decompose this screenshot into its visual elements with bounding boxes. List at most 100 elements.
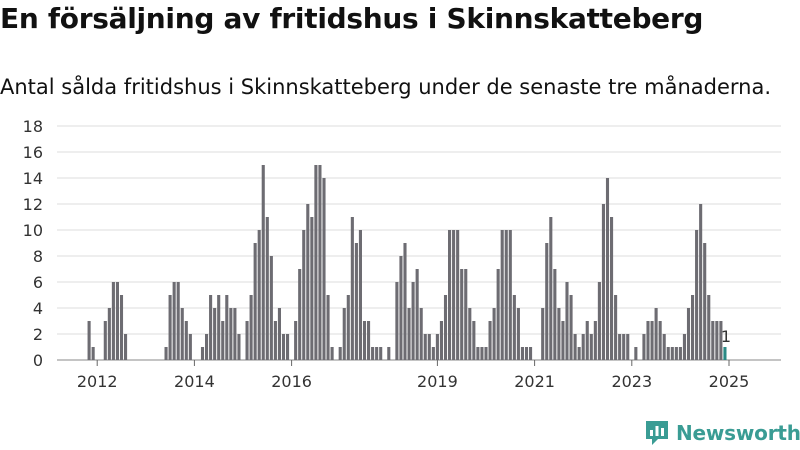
brand-name: Newsworthy bbox=[676, 421, 800, 445]
bar bbox=[601, 204, 605, 360]
bar bbox=[581, 334, 585, 360]
bar bbox=[326, 295, 330, 360]
bar bbox=[318, 165, 322, 360]
bar bbox=[585, 321, 589, 360]
bar bbox=[678, 347, 682, 360]
bar bbox=[448, 230, 452, 360]
bar bbox=[269, 256, 273, 360]
bar bbox=[488, 321, 492, 360]
bar bbox=[302, 230, 306, 360]
bar bbox=[622, 334, 626, 360]
bar bbox=[91, 347, 95, 360]
bar bbox=[322, 178, 326, 360]
newsworthy-logo: Newsworthy bbox=[644, 419, 800, 447]
bar bbox=[464, 269, 468, 360]
bar bbox=[443, 295, 448, 360]
bar bbox=[577, 347, 581, 360]
bar bbox=[310, 217, 314, 360]
bar bbox=[695, 230, 699, 360]
bar bbox=[541, 308, 545, 360]
bar bbox=[682, 334, 686, 360]
bar bbox=[180, 308, 184, 360]
bar bbox=[176, 282, 180, 360]
bar bbox=[439, 321, 443, 360]
bar bbox=[172, 282, 176, 360]
bar bbox=[711, 321, 715, 360]
bar bbox=[168, 295, 172, 360]
newsworthy-logo-icon bbox=[646, 421, 668, 445]
bar bbox=[103, 321, 107, 360]
bar bbox=[456, 230, 460, 360]
y-tick-label: 2 bbox=[33, 325, 43, 344]
bar bbox=[504, 230, 508, 360]
bar bbox=[642, 334, 646, 360]
bar bbox=[257, 230, 261, 360]
bar bbox=[188, 334, 192, 360]
y-tick-label: 10 bbox=[23, 221, 43, 240]
bar bbox=[427, 334, 431, 360]
bar bbox=[496, 269, 500, 360]
bar bbox=[674, 347, 678, 360]
bar bbox=[557, 308, 561, 360]
bar bbox=[516, 308, 520, 360]
bar bbox=[646, 321, 650, 360]
bar bbox=[233, 308, 237, 360]
bar bbox=[435, 334, 439, 360]
bar bbox=[87, 321, 91, 360]
bar bbox=[164, 347, 168, 360]
bar bbox=[512, 295, 516, 360]
bar bbox=[403, 243, 407, 360]
bar bbox=[593, 321, 597, 360]
bar bbox=[699, 204, 703, 360]
bar bbox=[480, 347, 484, 360]
bar bbox=[225, 295, 229, 360]
bar bbox=[561, 321, 565, 360]
bar bbox=[650, 321, 654, 360]
bar bbox=[253, 243, 257, 360]
bar bbox=[484, 347, 488, 360]
bar bbox=[545, 243, 549, 360]
bar bbox=[245, 321, 249, 360]
bar bbox=[387, 347, 391, 360]
bar bbox=[569, 295, 573, 360]
bar bbox=[634, 347, 638, 360]
bar-chart: 0 2 4 6 8 10 12 14 16 18 1 2012 2014 2016 2019 2021 2023… bbox=[23, 117, 781, 391]
chart-subtitle: Antal sålda fritidshus i Skinnskatteberg… bbox=[0, 75, 771, 99]
bar bbox=[294, 321, 298, 360]
bar bbox=[553, 269, 557, 360]
bar bbox=[460, 269, 464, 360]
bar bbox=[565, 282, 569, 360]
bar bbox=[715, 321, 719, 360]
bar bbox=[371, 347, 375, 360]
bar bbox=[719, 321, 723, 360]
bar bbox=[115, 282, 119, 360]
bar bbox=[111, 282, 115, 360]
bar bbox=[338, 347, 342, 360]
y-tick-label: 14 bbox=[23, 169, 43, 188]
bar bbox=[597, 282, 601, 360]
bar bbox=[529, 347, 533, 360]
bar bbox=[707, 295, 711, 360]
bar bbox=[654, 308, 658, 360]
bar bbox=[686, 308, 691, 360]
bar bbox=[691, 295, 695, 360]
bar bbox=[670, 347, 674, 360]
bar bbox=[375, 347, 379, 360]
x-tick-label: 2023 bbox=[611, 372, 652, 391]
chart-title: En försäljning av fritidshus i Skinnskat… bbox=[0, 2, 704, 35]
bar-latest bbox=[723, 347, 727, 360]
bar bbox=[662, 334, 666, 360]
bar bbox=[261, 165, 265, 360]
bar bbox=[367, 321, 371, 360]
bar bbox=[200, 347, 205, 360]
x-tick-label: 2021 bbox=[514, 372, 555, 391]
y-tick-label: 16 bbox=[23, 143, 43, 162]
bar bbox=[273, 321, 277, 360]
x-tick-label: 2019 bbox=[417, 372, 458, 391]
bar bbox=[379, 347, 383, 360]
y-tick-label: 12 bbox=[23, 195, 43, 214]
bar bbox=[703, 243, 707, 360]
x-tick-label: 2014 bbox=[174, 372, 215, 391]
bar bbox=[265, 217, 269, 360]
y-tick-label: 0 bbox=[33, 351, 43, 370]
